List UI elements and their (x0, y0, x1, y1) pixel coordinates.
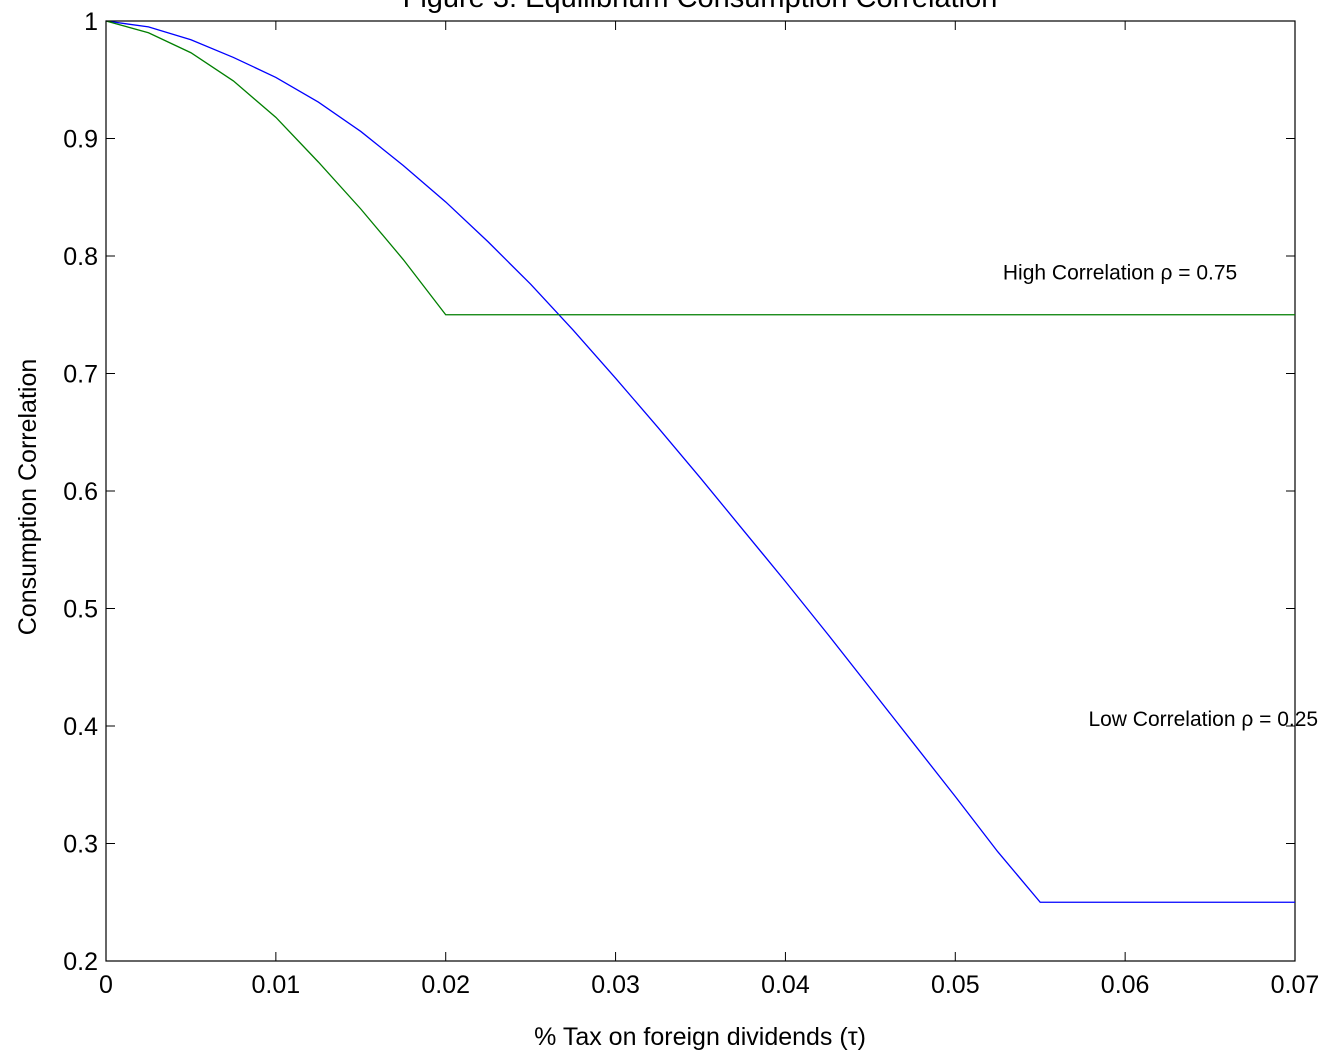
y-tick-label: 0.2 (63, 948, 98, 976)
y-tick-label: 0.7 (63, 361, 98, 389)
y-axis-title: Consumption Correlation (14, 359, 42, 636)
x-tick-label: 0 (99, 971, 113, 999)
annotation-2: Low Correlation ρ = 0.25 (1088, 708, 1318, 731)
chart-title: Figure 3: Equilibrium Consumption Correl… (403, 0, 998, 14)
y-tick-label: 1 (84, 8, 98, 36)
y-tick-label: 0.5 (63, 596, 98, 624)
x-axis-title: % Tax on foreign dividends (τ) (534, 1023, 866, 1051)
plot-area (105, 20, 1296, 962)
y-tick-label: 0.6 (63, 478, 98, 506)
x-tick-label: 0.07 (1271, 971, 1320, 999)
y-tick-label: 0.4 (63, 713, 98, 741)
series-line-2 (105, 20, 1295, 316)
x-tick-label: 0.02 (421, 971, 470, 999)
y-tick-label: 0.3 (63, 831, 98, 859)
series-line-1 (105, 20, 1295, 903)
y-tick-label: 0.8 (63, 243, 98, 271)
x-tick-label: 0.01 (252, 971, 301, 999)
x-tick-label: 0.04 (761, 971, 810, 999)
x-tick-label: 0.05 (931, 971, 980, 999)
x-tick-label: 0.06 (1101, 971, 1150, 999)
y-tick-label: 0.9 (63, 126, 98, 154)
x-tick-label: 0.03 (591, 971, 640, 999)
annotation-1: High Correlation ρ = 0.75 (1003, 262, 1237, 285)
